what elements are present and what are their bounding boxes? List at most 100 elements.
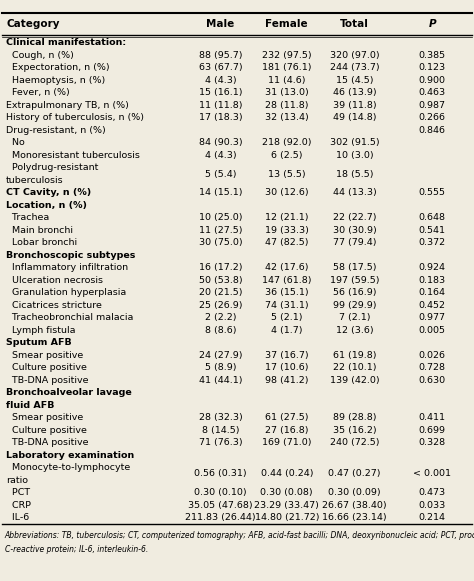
Text: 0.846: 0.846	[419, 126, 446, 135]
Text: 169 (71.0): 169 (71.0)	[262, 438, 311, 447]
Text: 0.164: 0.164	[419, 288, 446, 297]
Text: 0.900: 0.900	[419, 76, 446, 85]
Text: Female: Female	[265, 19, 308, 29]
Text: PCT: PCT	[6, 488, 30, 497]
Text: 0.463: 0.463	[419, 88, 446, 97]
Text: Monocyte-to-lymphocyte: Monocyte-to-lymphocyte	[6, 463, 130, 472]
Text: 47 (82.5): 47 (82.5)	[265, 238, 309, 247]
Text: 0.033: 0.033	[419, 501, 446, 510]
Text: 0.728: 0.728	[419, 363, 446, 372]
Text: 17 (10.6): 17 (10.6)	[265, 363, 309, 372]
Text: 232 (97.5): 232 (97.5)	[262, 51, 311, 60]
Text: 0.372: 0.372	[419, 238, 446, 247]
Text: 30 (12.6): 30 (12.6)	[265, 188, 309, 197]
Text: 19 (33.3): 19 (33.3)	[265, 226, 309, 235]
Text: 74 (31.1): 74 (31.1)	[265, 301, 309, 310]
Text: CT Cavity, n (%): CT Cavity, n (%)	[6, 188, 91, 197]
Text: 0.987: 0.987	[419, 101, 446, 110]
Text: 61 (19.8): 61 (19.8)	[333, 351, 376, 360]
Text: History of tuberculosis, n (%): History of tuberculosis, n (%)	[6, 113, 144, 122]
Text: Tracheobronchial malacia: Tracheobronchial malacia	[6, 313, 134, 322]
Text: 0.026: 0.026	[419, 351, 446, 360]
Text: 22 (10.1): 22 (10.1)	[333, 363, 376, 372]
Text: 28 (32.3): 28 (32.3)	[199, 413, 242, 422]
Text: 0.56 (0.31): 0.56 (0.31)	[194, 469, 247, 478]
Text: IL-6: IL-6	[6, 513, 29, 522]
Text: 99 (29.9): 99 (29.9)	[333, 301, 376, 310]
Text: 49 (14.8): 49 (14.8)	[333, 113, 376, 122]
Text: 0.630: 0.630	[419, 376, 446, 385]
Text: 12 (21.1): 12 (21.1)	[265, 213, 309, 222]
Text: 31 (13.0): 31 (13.0)	[265, 88, 309, 97]
Text: Fever, n (%): Fever, n (%)	[6, 88, 70, 97]
Text: 139 (42.0): 139 (42.0)	[330, 376, 379, 385]
Text: Haemoptysis, n (%): Haemoptysis, n (%)	[6, 76, 105, 85]
Text: Smear positive: Smear positive	[6, 413, 83, 422]
Text: Male: Male	[206, 19, 235, 29]
Text: 23.29 (33.47): 23.29 (33.47)	[255, 501, 319, 510]
Text: 5 (2.1): 5 (2.1)	[271, 313, 302, 322]
Text: 16 (17.2): 16 (17.2)	[199, 263, 242, 272]
Text: fluid AFB: fluid AFB	[6, 401, 55, 410]
Text: Inflammatory infiltration: Inflammatory infiltration	[6, 263, 128, 272]
Text: 0.648: 0.648	[419, 213, 446, 222]
Text: TB-DNA positive: TB-DNA positive	[6, 438, 89, 447]
Text: 42 (17.6): 42 (17.6)	[265, 263, 309, 272]
Text: 2 (2.2): 2 (2.2)	[205, 313, 236, 322]
Text: 0.005: 0.005	[419, 326, 446, 335]
Text: Extrapulmonary TB, n (%): Extrapulmonary TB, n (%)	[6, 101, 129, 110]
Text: 0.30 (0.10): 0.30 (0.10)	[194, 488, 247, 497]
Text: 84 (90.3): 84 (90.3)	[199, 138, 242, 147]
Text: 24 (27.9): 24 (27.9)	[199, 351, 242, 360]
Text: 11 (27.5): 11 (27.5)	[199, 226, 242, 235]
Text: 197 (59.5): 197 (59.5)	[330, 276, 379, 285]
Text: Bronchoscopic subtypes: Bronchoscopic subtypes	[6, 251, 136, 260]
Text: Granulation hyperplasia: Granulation hyperplasia	[6, 288, 127, 297]
Text: 58 (17.5): 58 (17.5)	[333, 263, 376, 272]
Text: C-reactive protein; IL-6, interleukin-6.: C-reactive protein; IL-6, interleukin-6.	[5, 545, 148, 554]
Text: < 0.001: < 0.001	[413, 469, 451, 478]
Text: 0.30 (0.09): 0.30 (0.09)	[328, 488, 381, 497]
Text: 0.214: 0.214	[419, 513, 446, 522]
Text: 63 (67.7): 63 (67.7)	[199, 63, 242, 72]
Text: Trachea: Trachea	[6, 213, 49, 222]
Text: 0.123: 0.123	[419, 63, 446, 72]
Text: 5 (8.9): 5 (8.9)	[205, 363, 236, 372]
Text: Total: Total	[340, 19, 369, 29]
Text: Cicatrices stricture: Cicatrices stricture	[6, 301, 102, 310]
Text: Laboratory examination: Laboratory examination	[6, 451, 135, 460]
Text: 7 (2.1): 7 (2.1)	[339, 313, 370, 322]
Text: 302 (91.5): 302 (91.5)	[330, 138, 379, 147]
Text: 46 (13.9): 46 (13.9)	[333, 88, 376, 97]
Text: 15 (16.1): 15 (16.1)	[199, 88, 242, 97]
Text: 8 (8.6): 8 (8.6)	[205, 326, 236, 335]
Text: 14 (15.1): 14 (15.1)	[199, 188, 242, 197]
Text: 0.924: 0.924	[419, 263, 446, 272]
Text: 5 (5.4): 5 (5.4)	[205, 170, 236, 178]
Text: 32 (13.4): 32 (13.4)	[265, 113, 309, 122]
Text: 17 (18.3): 17 (18.3)	[199, 113, 242, 122]
Text: 0.699: 0.699	[419, 426, 446, 435]
Text: 20 (21.5): 20 (21.5)	[199, 288, 242, 297]
Text: 0.411: 0.411	[419, 413, 446, 422]
Text: Sputum AFB: Sputum AFB	[6, 338, 72, 347]
Text: Culture positive: Culture positive	[6, 426, 87, 435]
Text: 41 (44.1): 41 (44.1)	[199, 376, 242, 385]
Text: Lymph fistula: Lymph fistula	[6, 326, 76, 335]
Text: ratio: ratio	[6, 476, 28, 485]
Text: 44 (13.3): 44 (13.3)	[333, 188, 376, 197]
Text: 0.385: 0.385	[419, 51, 446, 60]
Text: Ulceration necrosis: Ulceration necrosis	[6, 276, 103, 285]
Text: tuberculosis: tuberculosis	[6, 176, 64, 185]
Text: Cough, n (%): Cough, n (%)	[6, 51, 74, 60]
Text: 10 (25.0): 10 (25.0)	[199, 213, 242, 222]
Text: 0.266: 0.266	[419, 113, 446, 122]
Text: 181 (76.1): 181 (76.1)	[262, 63, 311, 72]
Text: 28 (11.8): 28 (11.8)	[265, 101, 309, 110]
Text: 320 (97.0): 320 (97.0)	[330, 51, 379, 60]
Text: Culture positive: Culture positive	[6, 363, 87, 372]
Text: 27 (16.8): 27 (16.8)	[265, 426, 309, 435]
Text: 0.30 (0.08): 0.30 (0.08)	[260, 488, 313, 497]
Text: 22 (22.7): 22 (22.7)	[333, 213, 376, 222]
Text: 0.473: 0.473	[419, 488, 446, 497]
